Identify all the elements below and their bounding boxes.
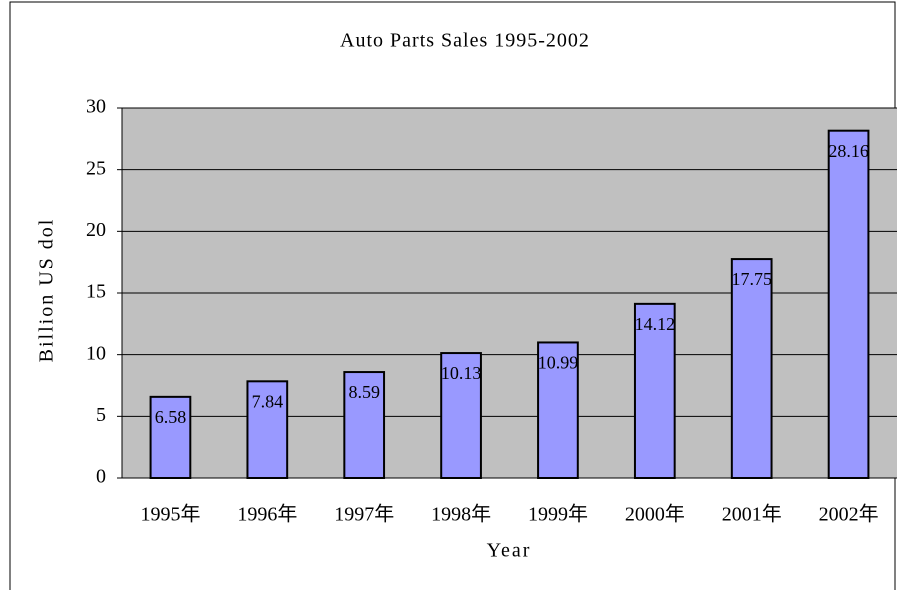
data-label: 7.84 [252,391,284,411]
data-label: 28.16 [828,141,869,161]
x-tick-label: 1998年 [431,503,491,526]
bar [343,371,386,480]
bar [440,352,482,479]
x-tick-label: 2002年 [819,503,879,526]
y-tick-label: 10 [86,342,106,364]
y-tick-label: 0 [96,466,106,488]
bar [246,380,289,480]
data-label: 17.75 [731,269,772,289]
data-label: 14.12 [635,314,676,334]
x-tick-label: 1997年 [334,503,394,526]
y-tick-label: 30 [86,96,106,118]
bar [730,258,773,480]
data-label: 10.13 [441,363,482,383]
x-tick-label: 1999年 [528,503,588,526]
y-tick-label: 25 [86,157,106,179]
x-tick-label: 2001年 [722,503,782,526]
y-tick-label: 20 [86,219,106,241]
x-axis-title: Year [487,540,532,562]
y-axis-title: Billion US dol [36,218,58,363]
chart-title: Auto Parts Sales 1995-2002 [340,30,590,52]
bar [633,302,676,479]
bar [149,395,192,480]
y-tick-label: 5 [96,404,106,426]
data-label: 6.58 [155,407,187,427]
bar [827,129,870,479]
x-tick-label: 2000年 [625,503,685,526]
x-tick-label: 1996年 [237,503,297,526]
x-tick-label: 1995年 [140,503,200,526]
data-label: 10.99 [538,353,579,373]
y-tick-label: 15 [86,281,106,303]
data-label: 8.59 [348,382,380,402]
bar [537,341,579,479]
